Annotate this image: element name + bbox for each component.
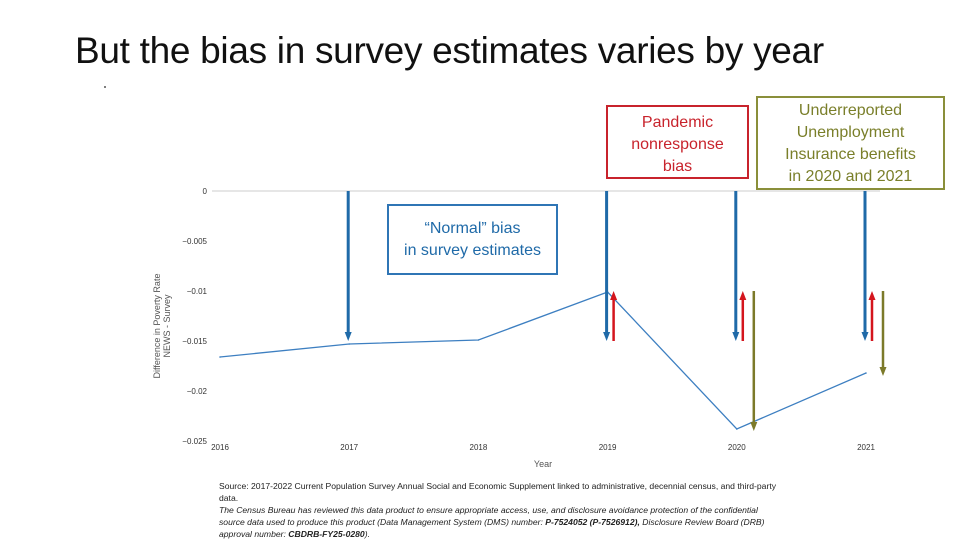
normal-bias-arrow [861, 191, 869, 341]
y-tick-label: −0.02 [187, 387, 208, 396]
data-point [219, 356, 221, 358]
disclosure-prefix: The Census Bureau has reviewed this data… [219, 505, 758, 527]
y-tick-label: −0.01 [187, 287, 208, 296]
pandemic-bias-arrow [868, 291, 876, 341]
x-tick-label: 2017 [340, 443, 358, 452]
x-tick-label: 2018 [470, 443, 488, 452]
ui-underreport-arrow-head [750, 422, 758, 431]
pandemic-line-2: nonresponse [631, 136, 724, 153]
decorative-dot [104, 86, 106, 88]
normal-bias-line-2: in survey estimates [404, 242, 541, 259]
normal-bias-arrow [344, 191, 352, 341]
ui-line-4: in 2020 and 2021 [788, 168, 913, 185]
normal-bias-arrow-head [732, 332, 740, 341]
disclosure-note: The Census Bureau has reviewed this data… [219, 504, 779, 540]
normal-bias-arrow-head [603, 332, 611, 341]
y-axis-label-line: NEWS - Survey [162, 294, 172, 358]
data-point [736, 428, 738, 430]
y-tick-label: −0.005 [182, 237, 207, 246]
normal-bias-arrow [732, 191, 740, 341]
poverty-difference-line [219, 291, 867, 430]
normal-bias-arrow-head [861, 332, 869, 341]
x-tick-label: 2016 [211, 443, 229, 452]
disclosure-end: ). [364, 529, 370, 539]
ui-line-3: Insurance benefits [785, 146, 916, 163]
x-tick-label: 2020 [728, 443, 746, 452]
y-axis-label: Difference in Poverty RateNEWS - Survey [152, 274, 172, 379]
ui-underreport-arrow [750, 291, 758, 431]
pandemic-bias-arrow-head [868, 291, 876, 300]
x-axis-label: Year [534, 459, 552, 469]
normal-bias-arrow-head [344, 332, 352, 341]
ui-line-1: Underreported [798, 102, 903, 119]
y-axis-label-line: Difference in Poverty Rate [152, 274, 162, 379]
source-note: Source: 2017-2022 Current Population Sur… [219, 480, 779, 540]
ui-underreport-arrow [879, 291, 887, 376]
slide-title: But the bias in survey estimates varies … [75, 30, 824, 71]
disclosure-mid: Disclosure Review Board (DRB) approval n… [219, 517, 765, 539]
pandemic-bias-arrow [610, 291, 618, 341]
pandemic-line-3: bias [662, 158, 693, 175]
ui-line-2: Unemployment [796, 124, 905, 141]
pandemic-bias-annotation: Pandemic nonresponse bias [606, 105, 749, 179]
normal-bias-arrow [603, 191, 611, 341]
data-point [477, 339, 480, 341]
pandemic-bias-arrow [739, 291, 747, 341]
y-tick-label: −0.025 [182, 437, 207, 446]
x-tick-label: 2019 [599, 443, 617, 452]
pandemic-bias-arrow-head [739, 291, 747, 300]
normal-bias-annotation: “Normal” bias in survey estimates [387, 204, 558, 275]
x-tick-label: 2021 [857, 443, 875, 452]
source-line: Source: 2017-2022 Current Population Sur… [219, 481, 777, 503]
y-tick-label: 0 [203, 187, 208, 196]
data-point [865, 372, 867, 374]
normal-bias-line-1: “Normal” bias [424, 220, 521, 237]
data-point [348, 343, 351, 345]
ui-underreport-arrow-head [879, 367, 887, 376]
y-tick-label: −0.015 [182, 337, 207, 346]
dms-number: P-7524052 (P-7526912), [545, 517, 640, 527]
ui-benefits-annotation: Underreported Unemployment Insurance ben… [756, 96, 945, 190]
drb-number: CBDRB-FY25-0280 [288, 529, 365, 539]
pandemic-bias-arrow-head [610, 291, 618, 300]
pandemic-line-1: Pandemic [641, 114, 714, 131]
